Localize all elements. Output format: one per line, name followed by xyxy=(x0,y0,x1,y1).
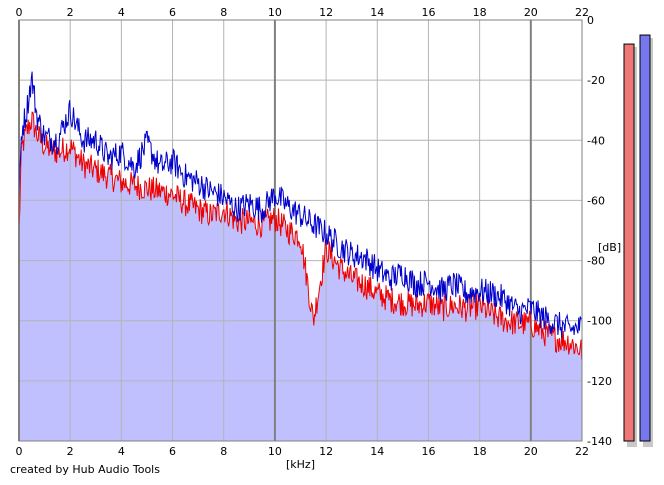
x-tick-label-top: 16 xyxy=(421,6,435,19)
x-tick-label-top: 6 xyxy=(169,6,176,19)
x-tick-label-top: 18 xyxy=(473,6,487,19)
y-tick-label: -60 xyxy=(587,194,605,207)
x-tick-label-top: 4 xyxy=(118,6,125,19)
level-meter-left xyxy=(623,43,635,442)
x-tick-label-bottom: 0 xyxy=(16,445,23,458)
x-tick-label-bottom: 8 xyxy=(220,445,227,458)
x-tick-label-top: 8 xyxy=(220,6,227,19)
y-tick-label: -140 xyxy=(587,435,612,448)
y-axis-label: [dB] xyxy=(598,241,621,254)
x-tick-label-bottom: 12 xyxy=(319,445,333,458)
spectrum-line-left xyxy=(18,111,583,360)
y-tick-label: -80 xyxy=(587,255,605,268)
plot-frame xyxy=(18,19,583,442)
y-tick-label: -40 xyxy=(587,134,605,147)
x-tick-label-bottom: 2 xyxy=(67,445,74,458)
level-meter-right xyxy=(639,34,651,442)
x-tick-label-top: 20 xyxy=(524,6,538,19)
x-tick-label-bottom: 18 xyxy=(473,445,487,458)
x-tick-label-top: 12 xyxy=(319,6,333,19)
x-tick-label-bottom: 4 xyxy=(118,445,125,458)
level-meters xyxy=(623,34,653,448)
x-tick-label-top: 0 xyxy=(16,6,23,19)
x-tick-label-bottom: 14 xyxy=(370,445,384,458)
x-tick-label-top: 10 xyxy=(268,6,282,19)
credit-text: created by Hub Audio Tools xyxy=(10,463,160,476)
x-tick-label-bottom: 6 xyxy=(169,445,176,458)
spectrum-fill-layer xyxy=(19,112,582,441)
y-tick-label: -120 xyxy=(587,375,612,388)
x-tick-label-top: 2 xyxy=(67,6,74,19)
spectrum-line-right xyxy=(18,71,582,338)
axes-layer: 002244668810101212141416161818202022220-… xyxy=(16,6,622,471)
x-tick-label-top: 22 xyxy=(575,6,589,19)
x-tick-label-bottom: 20 xyxy=(524,445,538,458)
x-tick-label-bottom: 22 xyxy=(575,445,589,458)
y-tick-label: 0 xyxy=(587,14,594,27)
spectrum-lines-layer xyxy=(18,71,583,360)
x-axis-label: [kHz] xyxy=(286,458,315,471)
y-tick-label: -20 xyxy=(587,74,605,87)
x-tick-label-bottom: 16 xyxy=(421,445,435,458)
x-tick-label-bottom: 10 xyxy=(268,445,282,458)
spectrum-fill-area xyxy=(19,112,582,441)
y-tick-label: -100 xyxy=(587,315,612,328)
x-tick-label-top: 14 xyxy=(370,6,384,19)
